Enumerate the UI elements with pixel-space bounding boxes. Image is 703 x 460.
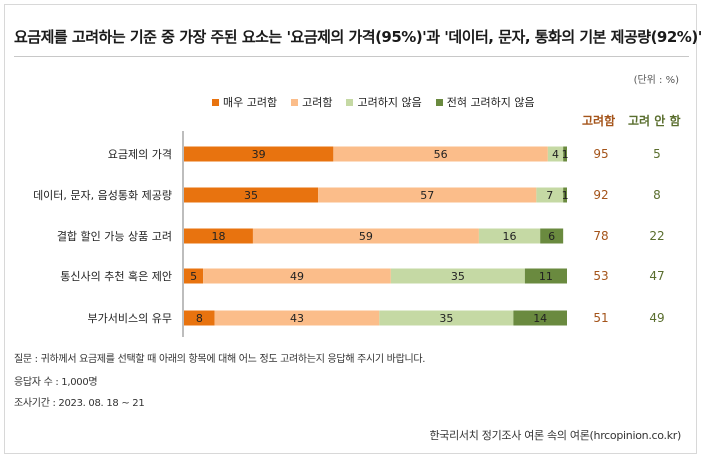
bar-value-label: 6 [548,230,555,243]
bar-segment-very [184,310,215,326]
legend-label-never: 전혀 고려하지 않음 [446,96,535,109]
bar-value-label: 39 [252,148,266,161]
bar-segment-very [184,228,253,244]
bar-segment-very [184,187,319,203]
total-not-consider: 8 [653,188,661,202]
chart-title: 요금제를 고려하는 기준 중 가장 주된 요소는 '요금제의 가격(95%)'과… [14,28,702,46]
bar-segment-somewhat [333,146,548,162]
bar-value-label: 43 [290,312,304,325]
column-header-consider: 고려함 [582,114,616,128]
bar-segment-never [524,268,567,284]
bar-value-label: 35 [451,270,465,283]
total-consider: 51 [593,311,608,325]
category-label: 결합 할인 가능 상품 고려 [57,230,172,243]
column-header-not-consider: 고려 안 함 [628,114,681,128]
bar-value-label: 1 [562,189,569,202]
legend: 매우 고려함 고려함 고려하지 않음 전혀 고려하지 않음 [212,94,535,110]
total-not-consider: 22 [649,229,664,243]
source-credit: 한국리서치 정기조사 여론 속의 여론(hrcopinion.co.kr) [429,429,681,442]
bar-segment-not [536,187,564,203]
category-label: 데이터, 문자, 음성통화 제공량 [33,189,172,202]
bar-value-label: 4 [552,148,559,161]
bar-segment-somewhat [214,310,380,326]
bar-segment-somewhat [318,187,537,203]
legend-label-somewhat: 고려함 [302,96,333,109]
bar-segment-never [540,228,564,244]
category-label: 요금제의 가격 [108,148,172,161]
bar-value-label: 57 [420,189,434,202]
bar-segment-never [513,310,567,326]
bar-segment-not [547,146,564,162]
total-consider: 78 [593,229,608,243]
total-not-consider: 47 [649,269,664,283]
legend-swatch-not [346,98,354,106]
legend-swatch-never [435,98,443,106]
category-label: 부가서비스의 유무 [88,312,172,325]
bar-segment-never [563,187,567,203]
total-not-consider: 49 [649,311,664,325]
bar-value-label: 35 [244,189,258,202]
bar-value-label: 49 [290,270,304,283]
bar-value-label: 7 [546,189,553,202]
chart-frame [4,4,697,454]
bar-segment-somewhat [203,268,391,284]
bar-value-label: 11 [539,270,553,283]
bar-value-label: 8 [196,312,203,325]
total-consider: 95 [593,147,608,161]
bar-segment-never [563,146,567,162]
footer-respondents: 응답자 수 : 1,000명 [14,377,98,388]
bar-value-label: 56 [434,148,448,161]
bar-value-label: 5 [190,270,197,283]
bar-value-label: 14 [533,312,547,325]
legend-swatch-somewhat [291,98,299,106]
legend-label-very: 매우 고려함 [223,96,278,109]
bar-segment-very [184,268,204,284]
category-label: 통신사의 추천 혹은 제안 [60,269,172,283]
footer-period: 조사기간 : 2023. 08. 18 ~ 21 [14,398,145,409]
total-consider: 53 [593,269,608,283]
total-consider: 92 [593,188,608,202]
bar-value-label: 35 [439,312,453,325]
unit-label: (단위 : %) [633,75,679,86]
bar-value-label: 1 [562,148,569,161]
bar-segment-not [390,268,525,284]
legend-item-not: 고려하지 않음 [346,94,422,110]
bar-segment-somewhat [252,228,479,244]
legend-swatch-very [212,98,219,106]
title-divider [14,56,689,57]
total-not-consider: 5 [653,147,661,161]
legend-label-not: 고려하지 않음 [357,96,422,109]
bar-segment-very [184,146,334,162]
bar-value-label: 18 [211,230,225,243]
bar-value-label: 16 [503,230,517,243]
legend-item-never: 전혀 고려하지 않음 [435,94,535,110]
legend-item-very: 매우 고려함 [212,94,277,110]
footer-question: 질문 : 귀하께서 요금제를 선택할 때 아래의 항목에 대해 어느 정도 고려… [14,354,426,365]
bar-segment-not [478,228,541,244]
legend-item-somewhat: 고려함 [291,94,332,110]
bar-value-label: 59 [359,230,373,243]
bar-segment-not [379,310,514,326]
